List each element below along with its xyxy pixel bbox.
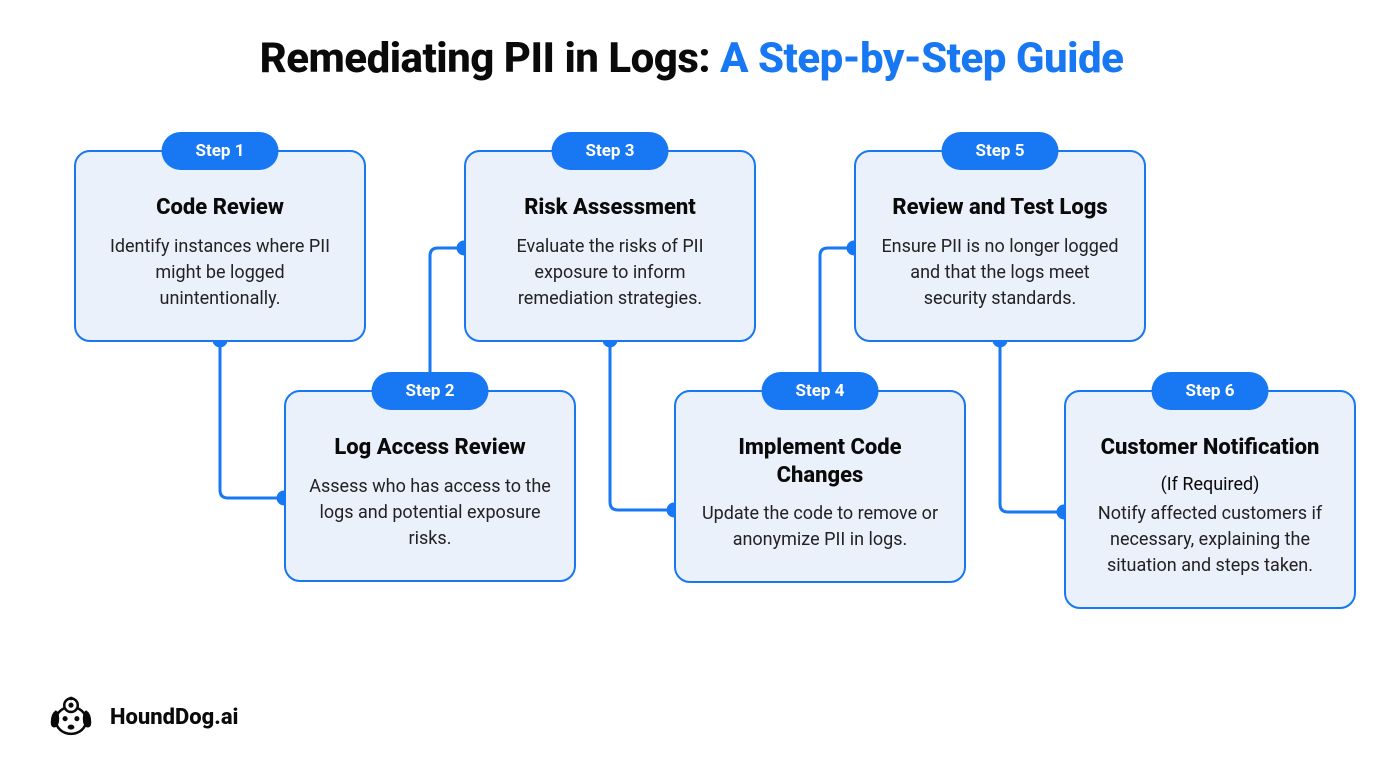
step-subtitle-6: (If Required) bbox=[1088, 474, 1332, 495]
step-desc-4: Update the code to remove or anonymize P… bbox=[698, 501, 942, 553]
step-title-6: Customer Notification bbox=[1088, 434, 1332, 462]
step-desc-3: Evaluate the risks of PII exposure to in… bbox=[488, 234, 732, 312]
step-card-3: Step 3 Risk Assessment Evaluate the risk… bbox=[464, 150, 756, 342]
step-title-1: Code Review bbox=[98, 194, 342, 222]
step-title-4: Implement Code Changes bbox=[698, 434, 942, 489]
step-desc-1: Identify instances where PII might be lo… bbox=[98, 234, 342, 312]
step-badge-3: Step 3 bbox=[552, 132, 669, 170]
step-title-2: Log Access Review bbox=[308, 434, 552, 462]
step-desc-5: Ensure PII is no longer logged and that … bbox=[878, 234, 1122, 312]
step-title-3: Risk Assessment bbox=[488, 194, 732, 222]
step-badge-5: Step 5 bbox=[942, 132, 1059, 170]
step-card-1: Step 1 Code Review Identify instances wh… bbox=[74, 150, 366, 342]
step-card-4: Step 4 Implement Code Changes Update the… bbox=[674, 390, 966, 583]
step-desc-2: Assess who has access to the logs and po… bbox=[308, 474, 552, 552]
step-card-2: Step 2 Log Access Review Assess who has … bbox=[284, 390, 576, 582]
diagram-canvas: Step 1 Code Review Identify instances wh… bbox=[0, 0, 1383, 770]
step-badge-1: Step 1 bbox=[162, 132, 279, 170]
step-card-5: Step 5 Review and Test Logs Ensure PII i… bbox=[854, 150, 1146, 342]
step-desc-6: Notify affected customers if necessary, … bbox=[1088, 501, 1332, 579]
step-badge-6: Step 6 bbox=[1152, 372, 1269, 410]
step-title-5: Review and Test Logs bbox=[878, 194, 1122, 222]
step-card-6: Step 6 Customer Notification (If Require… bbox=[1064, 390, 1356, 609]
step-badge-4: Step 4 bbox=[762, 372, 879, 410]
hounddog-icon bbox=[44, 690, 98, 744]
brand-logo: HoundDog.ai bbox=[44, 690, 239, 744]
brand-name: HoundDog.ai bbox=[110, 705, 239, 730]
step-badge-2: Step 2 bbox=[372, 372, 489, 410]
